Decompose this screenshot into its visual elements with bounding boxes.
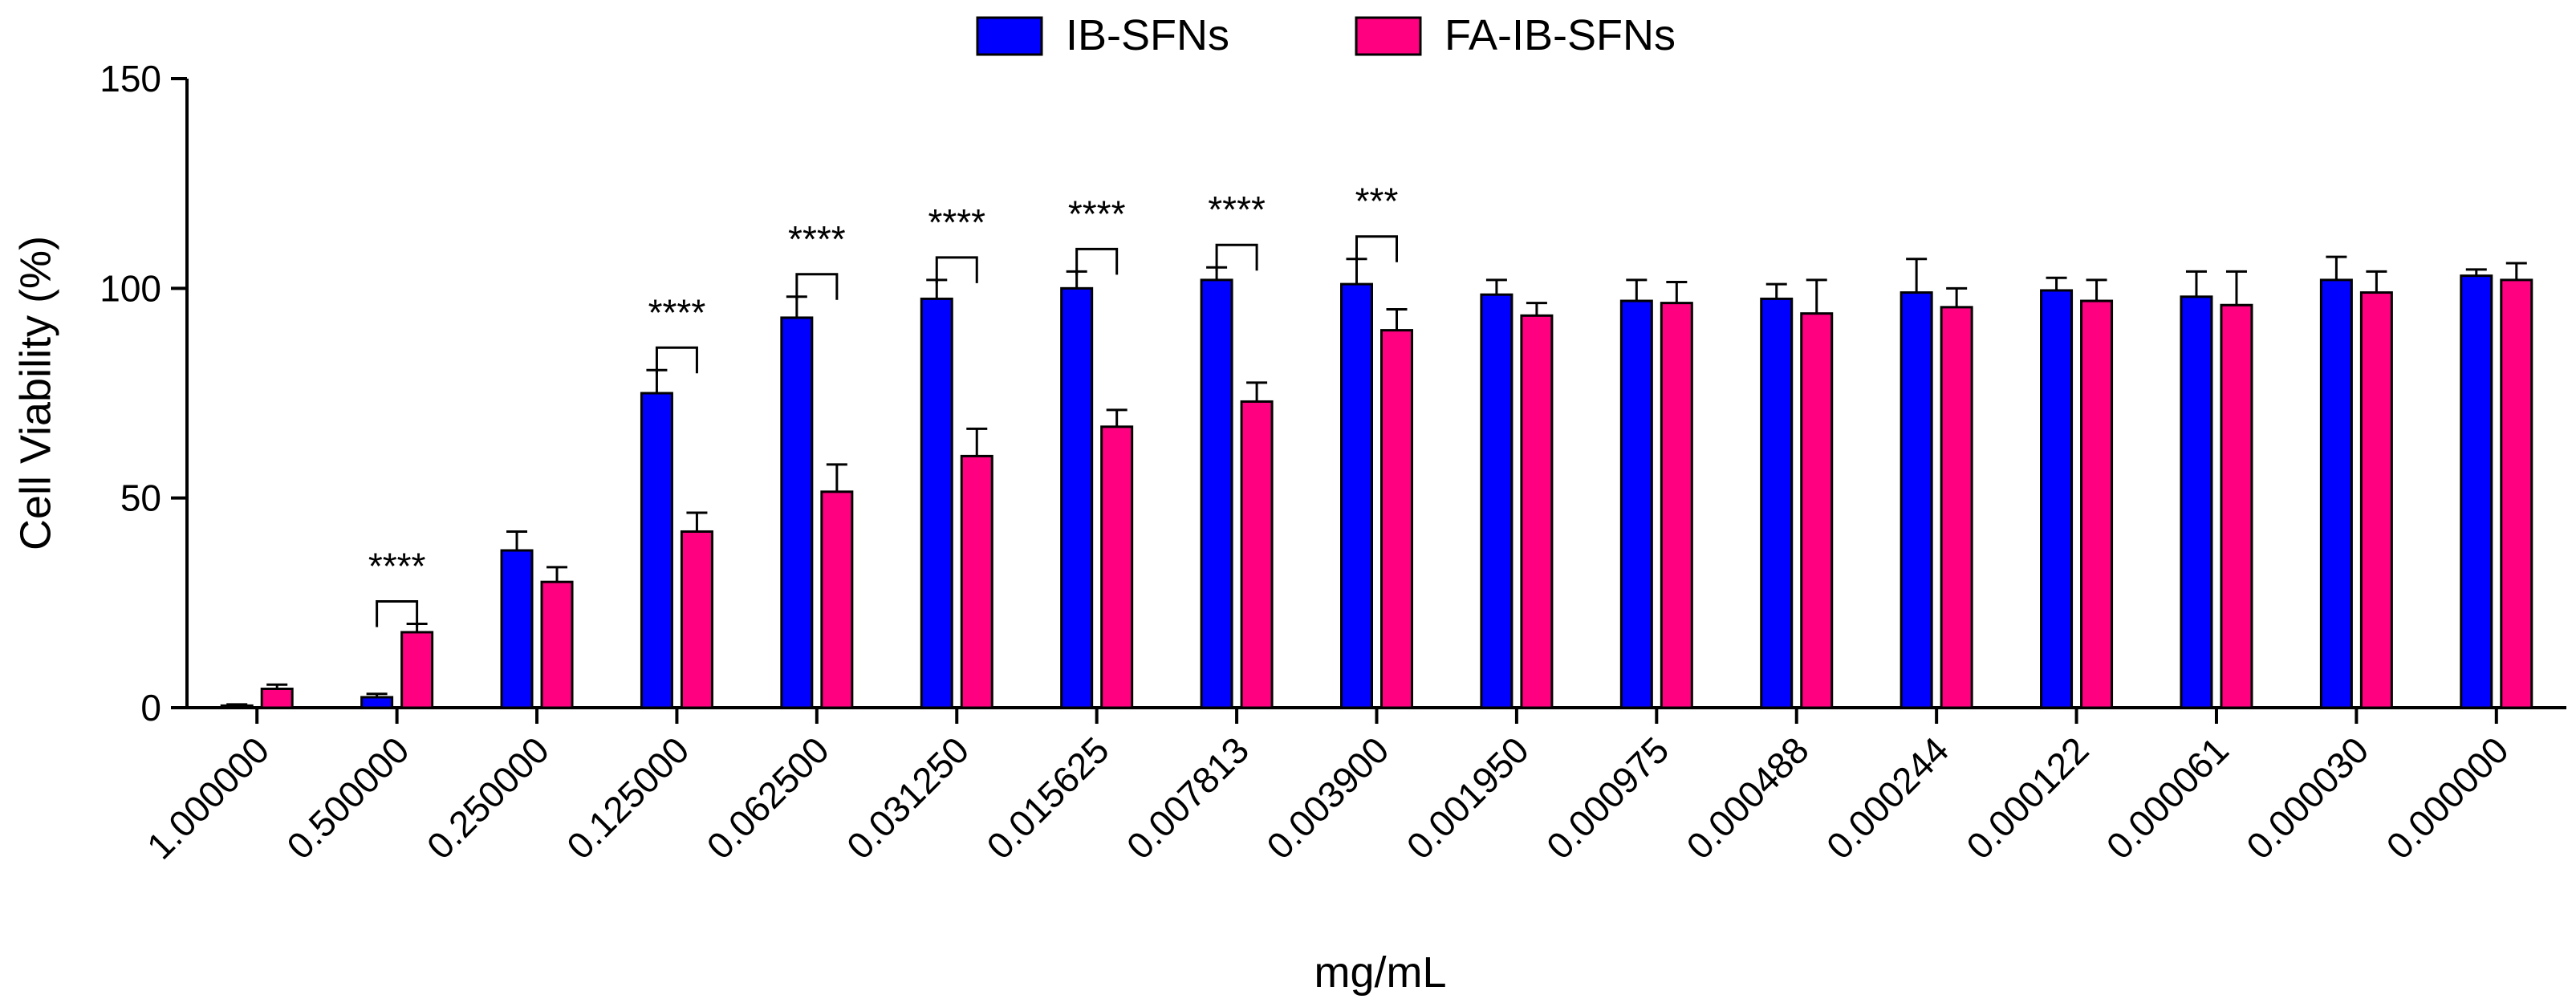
y-axis: 0 50 100 150 [100,58,189,729]
legend-swatch-fa-ib-sfns [1355,16,1422,56]
y-tick-label: 150 [100,58,161,99]
x-tick-label: 0.062500 [698,729,836,867]
bar-ib-sfns [1760,297,1794,709]
x-axis: 1.000000 0.500000 0.250000 0.125000 0.062500… [139,706,2566,867]
bar-fa-ib-sfns [1800,312,1834,709]
y-tick-label: 100 [100,267,161,309]
bar-fa-ib-sfns [2359,291,2393,709]
bars [220,274,2533,709]
y-tick-label: 50 [120,477,161,519]
significance-label: *** [1355,181,1399,222]
bar-ib-sfns [640,392,673,709]
legend-swatch-ib-sfns [976,16,1043,56]
x-tick-label: 0.000030 [2238,729,2376,867]
x-tick-label: 0.003900 [1258,729,1396,867]
bar-ib-sfns [220,704,254,709]
significance-label: **** [788,218,846,260]
bar-fa-ib-sfns [260,687,294,709]
bar-ib-sfns [920,297,953,709]
x-tick-label: 0.000975 [1538,729,1676,867]
bar-ib-sfns [1899,291,1933,709]
x-tick-label: 0.015625 [978,729,1116,867]
x-tick-label: 0.000061 [2099,729,2237,867]
x-tick-label: 0.500000 [278,729,416,867]
bar-ib-sfns [1340,282,1373,709]
significance-label: **** [1068,193,1126,234]
significance-bracket [1215,243,1258,271]
bar-ib-sfns [2180,295,2213,709]
bar-ib-sfns [2460,274,2493,709]
bar-ib-sfns [2319,278,2353,709]
bar-ib-sfns [500,549,534,709]
bar-ib-sfns [1200,278,1233,709]
significance-bracket [795,273,839,300]
bar-fa-ib-sfns [1240,400,1274,709]
bar-fa-ib-sfns [400,631,434,709]
bar-fa-ib-sfns [2500,278,2533,709]
significance-bracket [655,346,698,374]
significance-label: **** [928,201,985,243]
significance-bracket [935,256,978,283]
bar-ib-sfns [780,316,814,709]
significance-bracket [1075,247,1119,275]
bar-fa-ib-sfns [820,490,854,709]
bar-fa-ib-sfns [1380,329,1413,709]
x-tick-label: 0.000488 [1678,729,1816,867]
significance-label: **** [1208,189,1266,230]
bar-fa-ib-sfns [1660,302,1693,709]
y-axis-title: Cell Viability (%) [11,236,59,550]
significance-bracket [1355,235,1398,262]
bar-fa-ib-sfns [1940,306,1973,709]
x-tick-label: 1.000000 [139,729,277,867]
bar-ib-sfns [360,696,394,709]
bar-fa-ib-sfns [960,454,993,709]
bar-fa-ib-sfns [2220,303,2253,709]
significance-bracket [376,599,419,627]
bar-fa-ib-sfns [2080,299,2114,709]
y-tick-label: 0 [140,687,161,729]
x-tick-label: 0.007813 [1119,729,1257,867]
x-tick-label: 0.001950 [1399,729,1537,867]
significance-annotations: ************ **** **** **** *** [368,181,1399,627]
bar-ib-sfns [2040,289,2074,709]
bar-fa-ib-sfns [540,580,574,709]
legend-label: IB-SFNs [1066,11,1229,59]
bar-fa-ib-sfns [680,530,713,709]
x-tick-label: 0.250000 [419,729,557,867]
legend: IB-SFNs FA-IB-SFNs [976,11,1676,59]
x-tick-label: 0.000000 [2378,729,2516,867]
legend-label: FA-IB-SFNs [1444,11,1676,59]
significance-label: **** [368,545,426,587]
bar-ib-sfns [1619,299,1653,709]
x-tick-label: 0.125000 [559,729,697,867]
x-tick-label: 0.031250 [839,729,977,867]
x-tick-label: 0.000244 [1818,729,1956,867]
x-axis-title: mg/mL [1314,948,1446,997]
bar-ib-sfns [1480,293,1514,709]
bar-ib-sfns [1060,286,1094,709]
x-tick-label: 0.000122 [1958,729,2096,867]
bar-fa-ib-sfns [1520,314,1554,709]
bar-fa-ib-sfns [1100,425,1134,709]
significance-label: **** [648,291,706,333]
